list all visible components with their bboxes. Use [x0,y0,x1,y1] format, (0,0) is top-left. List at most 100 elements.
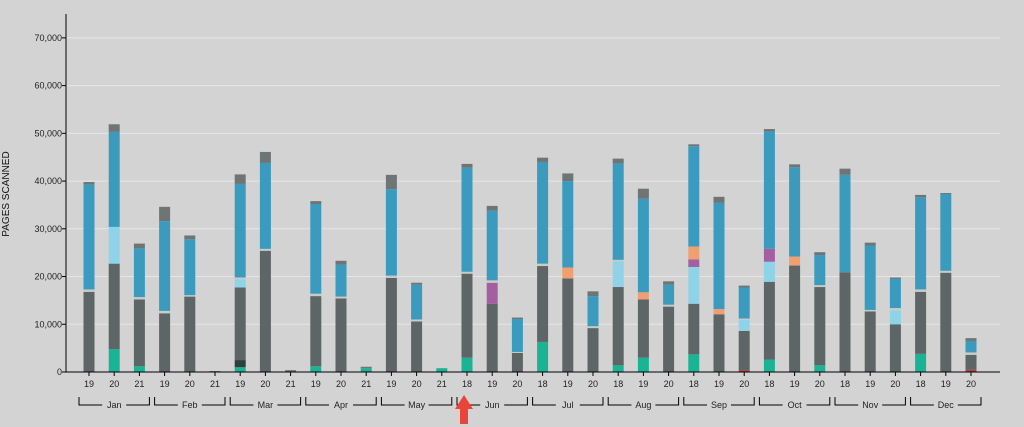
x-tick-label: 20 [185,379,195,389]
bar-segment [537,341,549,372]
bar-segment [587,328,599,372]
bar-segment [612,158,624,164]
bar-segment [108,349,120,372]
bar-stack [360,366,372,372]
bar-segment [486,205,498,211]
bar-segment [889,277,901,279]
y-tick-label: 70,000 [34,33,62,43]
x-tick-label: 19 [386,379,396,389]
bar-segment [360,368,372,372]
y-tick-label: 30,000 [34,224,62,234]
x-tick-label: 21 [437,379,447,389]
bar-stack [839,168,851,372]
bar-segment [184,235,196,240]
bar-stack [637,188,649,372]
month-group: Nov [834,397,906,410]
bar-segment [184,295,196,297]
month-group: Sep [683,397,755,410]
x-tick-label: 18 [613,379,623,389]
bar-segment [738,318,750,320]
bar-segment [310,296,322,367]
month-label: Oct [788,400,803,410]
month-label-bg [480,400,505,410]
bar-segment [763,261,775,282]
month-label-bg [404,400,429,410]
month-group: Oct [758,397,831,410]
bar-segment [411,284,423,320]
bar-stack [184,235,196,372]
month-group: May [380,397,453,410]
month-label-bg [782,400,807,410]
bar-segment [663,281,675,285]
month-groups: Jan Feb Mar Apr May Jun Jul Aug Sep Oct Nov Dec [78,397,982,410]
month-label-bg [102,400,127,410]
bar-stack [940,193,952,372]
bar-segment [889,278,901,309]
month-label-bg [329,400,353,410]
bar-segment [763,248,775,262]
x-tick-label: 20 [739,379,749,389]
bar-segment [335,260,347,265]
bar-segment [864,242,876,246]
month-label: Dec [938,400,955,410]
x-tick-label: 18 [462,379,472,389]
bar-segment [537,157,549,162]
x-tick-label: 19 [638,379,648,389]
month-label-bg [933,400,958,410]
bar-segment [385,275,397,278]
bar-segment [159,310,171,314]
bar-segment [637,198,649,293]
x-tick-label: 19 [563,379,573,389]
bar-segment [461,273,473,358]
bar-segment [637,292,649,300]
bar-segment [108,131,120,227]
bar-segment [915,194,927,198]
bar-segment [965,354,977,370]
month-group: Aug [607,397,680,410]
bar-segment [411,319,423,322]
bar-segment [965,340,977,353]
bar-segment [688,303,700,355]
bar-segment [184,296,196,372]
bar-segment [511,319,523,352]
bar-segment [763,129,775,132]
bar-segment [814,287,826,366]
bar-segment [83,182,95,185]
x-tick-label: 19 [941,379,951,389]
x-tick-label: 19 [714,379,724,389]
x-tick-label: 20 [512,379,522,389]
month-label-bg [555,400,580,410]
bar-segment [234,360,246,368]
month-label: Sep [711,400,727,410]
bar-segment [385,189,397,276]
bar-segment [108,124,120,132]
bar-segment [814,365,826,372]
bar-segment [915,291,927,354]
month-label-bg [707,400,731,410]
arrow-marker-icon [455,395,473,424]
bar-segment [763,281,775,360]
bar-segment [612,163,624,260]
bar-segment [864,245,876,310]
y-tick-label: 40,000 [34,176,62,186]
bar-stack [385,174,397,372]
bar-stack [713,196,725,372]
bar-segment [789,265,801,372]
bar-segment [587,326,599,329]
bar-segment [814,255,826,286]
bar-segment [839,272,851,372]
bar-stack [259,151,271,372]
x-tick-label: 20 [815,379,825,389]
bar-segment [562,278,574,372]
month-group: Dec [910,397,982,410]
bar-segment [259,250,271,372]
y-tick-label: 20,000 [34,272,62,282]
bar-segment [259,151,271,163]
bar-segment [915,353,927,372]
bar-segment [965,369,977,372]
bar-segment [713,196,725,203]
bar-segment [461,357,473,372]
y-axis-title: PAGES SCANNED [1,151,12,236]
bar-segment [738,285,750,288]
